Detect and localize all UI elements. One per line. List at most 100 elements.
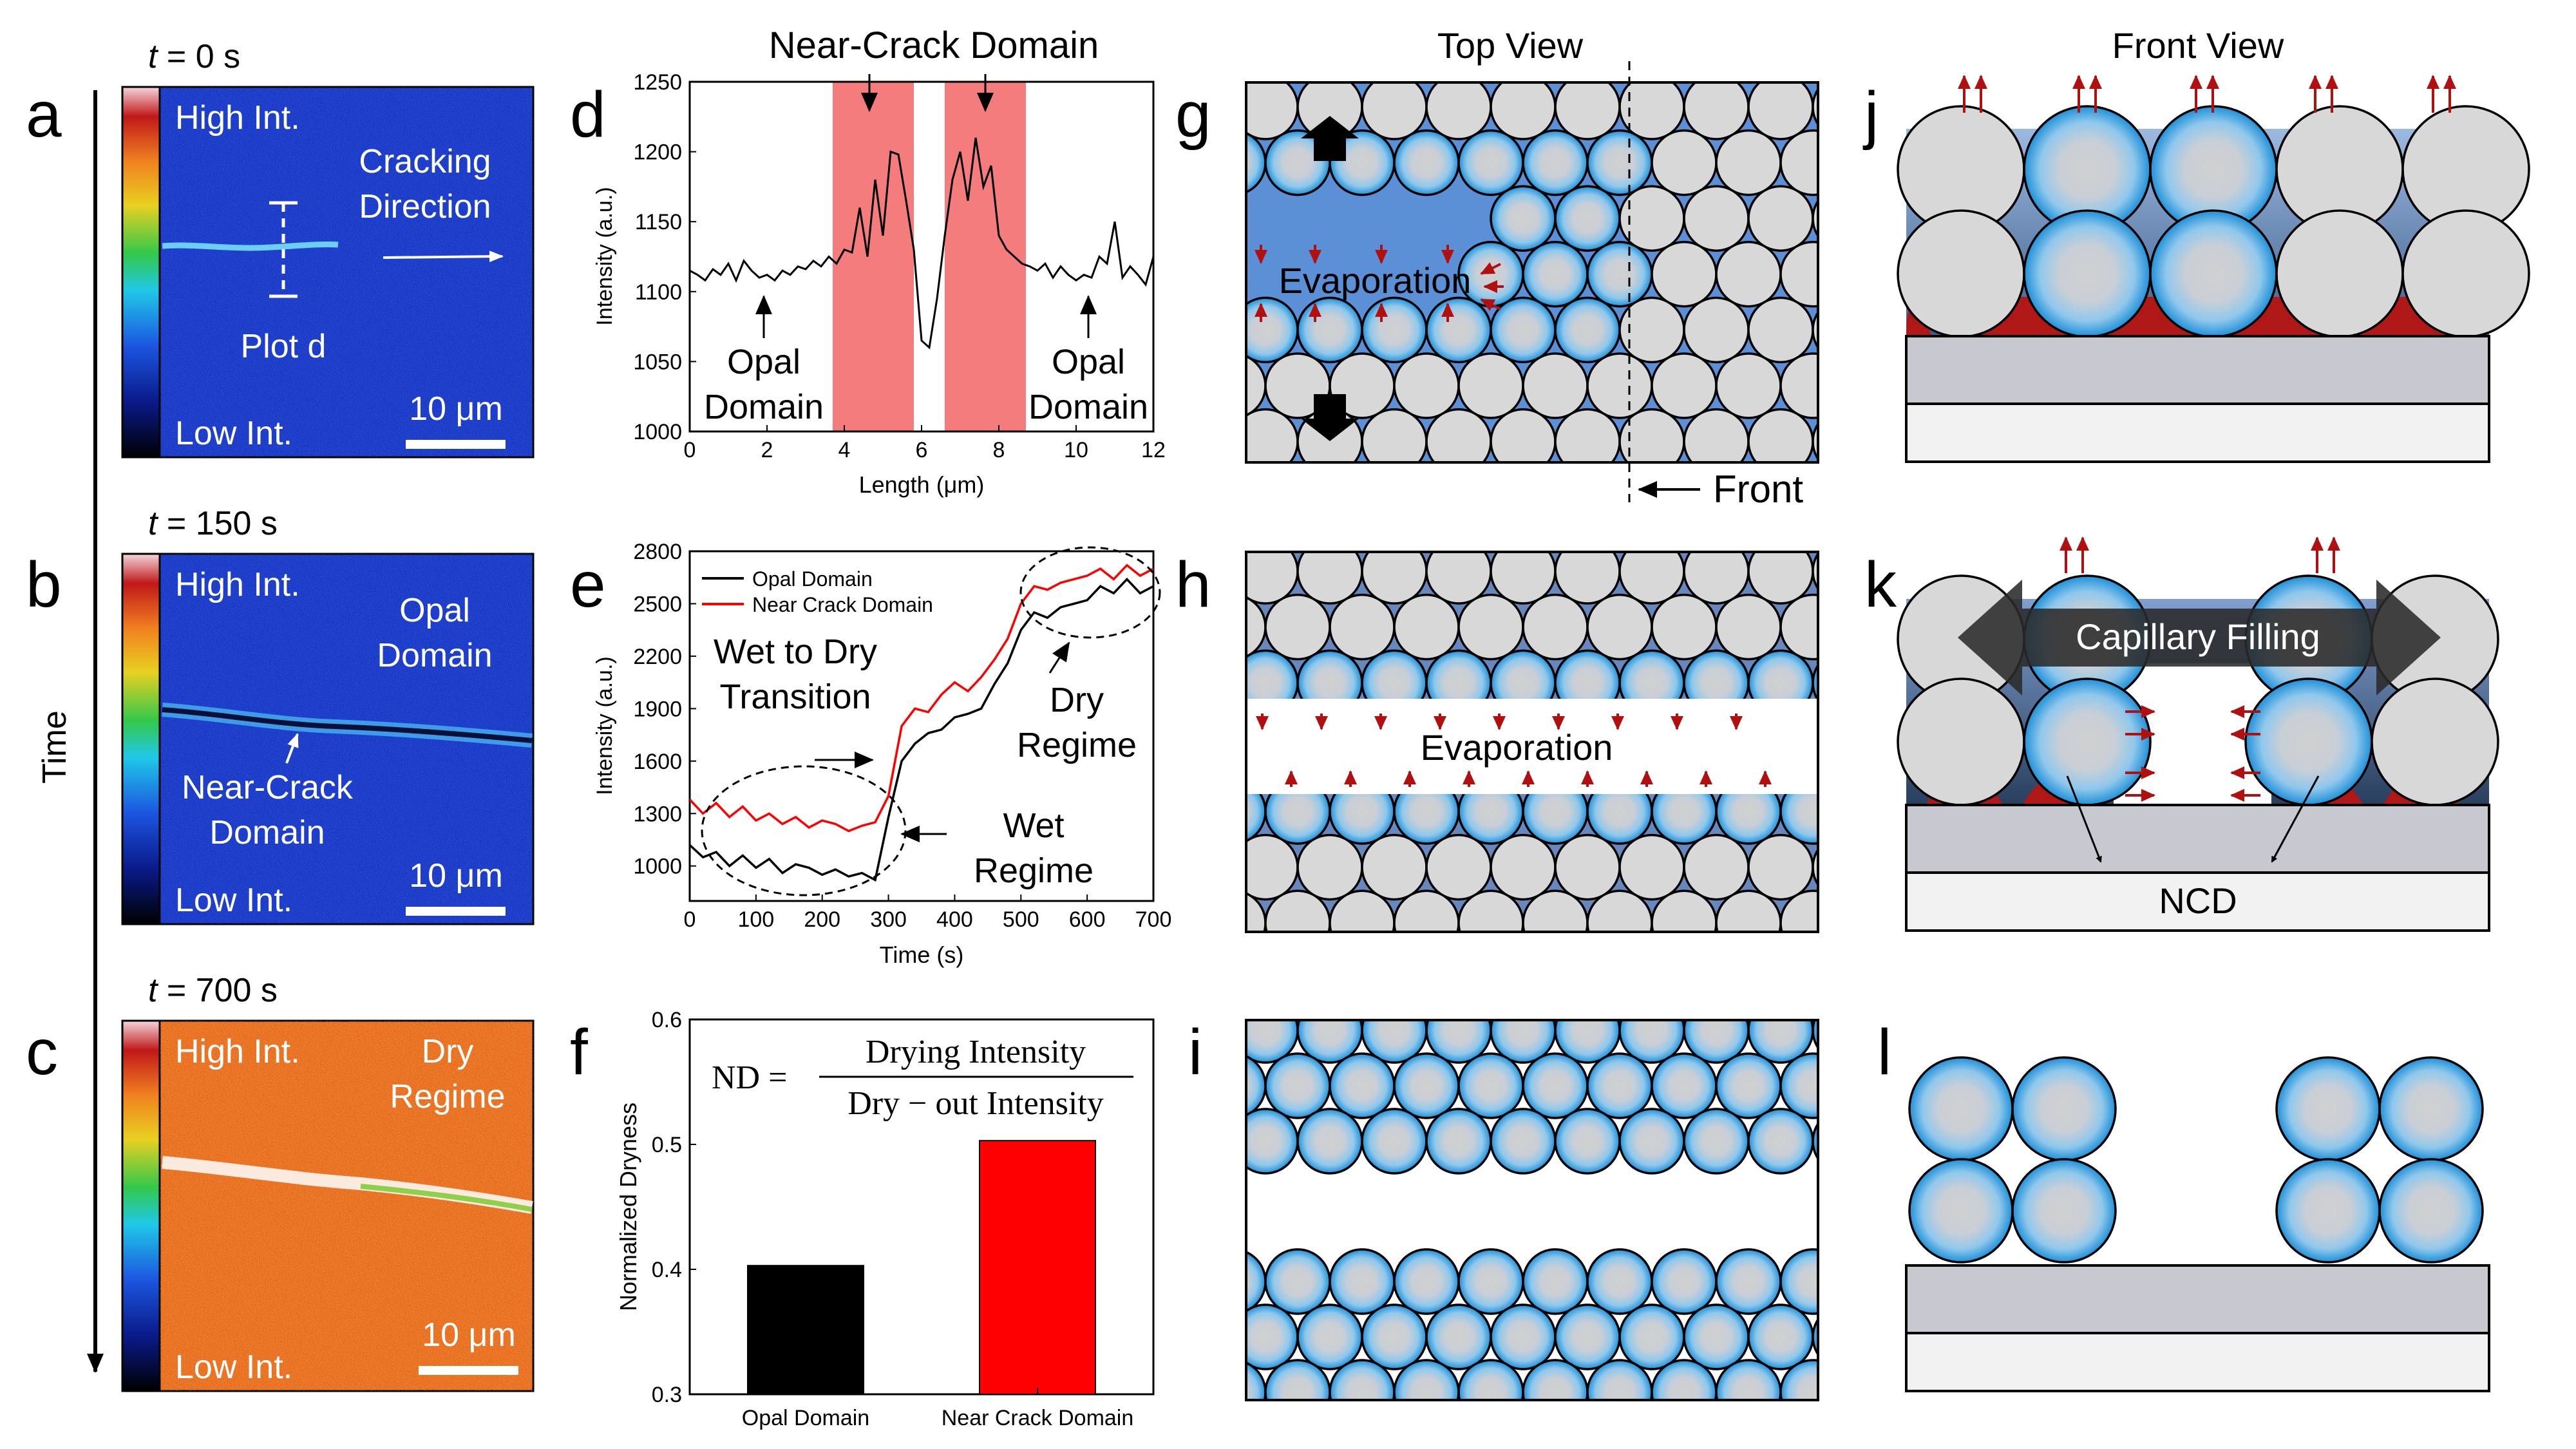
sphere-wet-edge xyxy=(1457,129,1524,196)
schematic-g: Front Evaporation xyxy=(1245,61,1909,529)
low-int-a: Low Int. xyxy=(175,415,292,452)
chart-d: Near-Crack Domain 0 2 4 6 8 10 12 1000 1050 1100 1… xyxy=(592,24,1166,498)
sphere-dried xyxy=(1522,1248,1589,1315)
sphere-dry xyxy=(1897,209,2025,338)
sphere-dry xyxy=(1747,552,1814,605)
sphere-dry xyxy=(1651,352,1718,419)
sphere-wet-edge xyxy=(2023,677,2152,806)
sphere-dry xyxy=(1651,241,1718,308)
sphere-dry xyxy=(1246,82,1299,140)
schematic-j xyxy=(1897,75,2530,463)
time-axis-label: Time xyxy=(36,710,73,784)
chart-d-annotation-opal-right-line2: Domain xyxy=(1028,388,1148,426)
bar-near-crack-domain xyxy=(979,1140,1096,1396)
sphere-dry xyxy=(1779,593,1818,661)
scale-label-a: 10 μm xyxy=(409,390,503,428)
sphere-dry xyxy=(1361,82,1428,140)
sphere-dry xyxy=(1779,352,1818,419)
wet-regime-ellipse xyxy=(701,765,907,896)
panel-letter-j: j xyxy=(1862,79,1879,151)
sphere-dry xyxy=(1715,889,1782,932)
sphere-dried xyxy=(1329,1248,1396,1315)
sphere-dry xyxy=(1897,677,2025,806)
sphere-dried xyxy=(1169,1305,1233,1369)
sphere-dry xyxy=(1246,892,1267,932)
colorbar-b xyxy=(121,553,161,925)
sphere-dry xyxy=(1618,552,1685,605)
sphere-dry xyxy=(1554,833,1621,901)
direction-label-a: Direction xyxy=(359,188,491,225)
y-tick-label: 0.4 xyxy=(652,1258,682,1282)
sphere-dried xyxy=(1393,1052,1460,1119)
panel-letter-l: l xyxy=(1877,1016,1891,1088)
sphere-dry xyxy=(1393,593,1460,661)
sphere-dry xyxy=(1618,833,1685,901)
sphere-dried xyxy=(1812,1121,1818,1161)
sphere-dry xyxy=(1264,593,1331,661)
chart-e-annotation-wet-to-dry-line1: Wet to Dry xyxy=(714,632,877,671)
sphere-dried xyxy=(1779,1248,1818,1315)
ncd-arrow-right xyxy=(2271,775,2320,863)
sphere-wet-edge xyxy=(1586,241,1653,308)
chart-e-annotation-dry-line1: Dry xyxy=(1050,681,1104,719)
sphere-dry xyxy=(1779,129,1818,196)
chart-e-annotation-wet-to-dry-line2: Transition xyxy=(719,677,871,716)
substrate-k xyxy=(1905,804,2490,874)
sphere-wet-edge xyxy=(2023,209,2152,338)
sphere-dried xyxy=(1246,1361,1267,1400)
sphere-dried xyxy=(1393,1359,1460,1400)
sphere-dry xyxy=(1522,889,1589,932)
sphere-dried xyxy=(1329,1052,1396,1119)
sphere-dried xyxy=(1425,1108,1492,1175)
sphere-dry xyxy=(1425,833,1492,901)
high-int-a: High Int. xyxy=(175,99,300,137)
sphere-dried xyxy=(1361,1303,1428,1370)
capillary-filling-arrow xyxy=(1958,580,2441,696)
sphere-dry xyxy=(1330,465,1394,529)
sphere-dry xyxy=(1845,465,1909,529)
x-tick-label: 12 xyxy=(1141,438,1166,462)
sphere-dried xyxy=(1490,1108,1557,1175)
sphere-dry xyxy=(1683,408,1750,462)
chart-e-series-opal xyxy=(690,577,1153,882)
sphere-dried xyxy=(1618,1108,1685,1175)
sphere-dried xyxy=(1651,1248,1718,1315)
cracking-arrow-a xyxy=(383,251,504,263)
sphere-dried xyxy=(1329,1359,1396,1400)
shrink-arrow-down xyxy=(1301,394,1359,441)
chart-d-title: Near-Crack Domain xyxy=(769,24,1099,66)
chart-e-annotation-wet-line2: Regime xyxy=(974,851,1094,890)
sphere-dry xyxy=(1425,552,1492,605)
sphere-dried xyxy=(1554,1020,1621,1064)
sphere-dry xyxy=(1779,241,1818,308)
sphere-wet-edge xyxy=(1425,296,1492,364)
sphere-dry xyxy=(1683,185,1750,252)
sphere-dried xyxy=(1264,1248,1331,1315)
evaporation-label-h: Evaporation xyxy=(1421,727,1613,768)
sphere-dried xyxy=(1586,1359,1653,1400)
sphere-dried xyxy=(1296,1108,1363,1175)
sphere-dried xyxy=(1457,1248,1524,1315)
panel-letter-k: k xyxy=(1864,549,1897,621)
substrate-l xyxy=(1905,1264,2490,1334)
sphere-dried xyxy=(1683,1108,1750,1175)
sphere-dry xyxy=(1845,891,1909,955)
micrograph-b: t = 150 s High Int. Low Int. Opal Domain… xyxy=(121,505,535,925)
sphere-dry xyxy=(1457,352,1524,419)
sphere-wet-edge xyxy=(2149,209,2278,338)
time-label-b: t = 150 s xyxy=(148,505,278,542)
schematic-l xyxy=(1905,1056,2490,1392)
sphere-dry xyxy=(1457,593,1524,661)
chart-f: 0.3 0.4 0.5 0.6 Opal Domain Near Crack Domai… xyxy=(615,1008,1155,1430)
sphere-dried xyxy=(1264,1052,1331,1119)
legend-near-crack-label: Near Crack Domain xyxy=(752,593,933,616)
x-tick-label: 100 xyxy=(737,907,774,932)
sphere-dry xyxy=(2401,209,2530,338)
micrograph-a: t = 0 s High Int. Low Int. Cracking Dire… xyxy=(121,38,535,459)
high-int-c: High Int. xyxy=(175,1033,300,1070)
y-tick-label: 1150 xyxy=(635,210,682,234)
sphere-dry xyxy=(1747,833,1814,901)
sphere-dry xyxy=(1715,129,1782,196)
panel-letter-c: c xyxy=(26,1016,58,1088)
sphere-dried xyxy=(1845,1249,1909,1314)
